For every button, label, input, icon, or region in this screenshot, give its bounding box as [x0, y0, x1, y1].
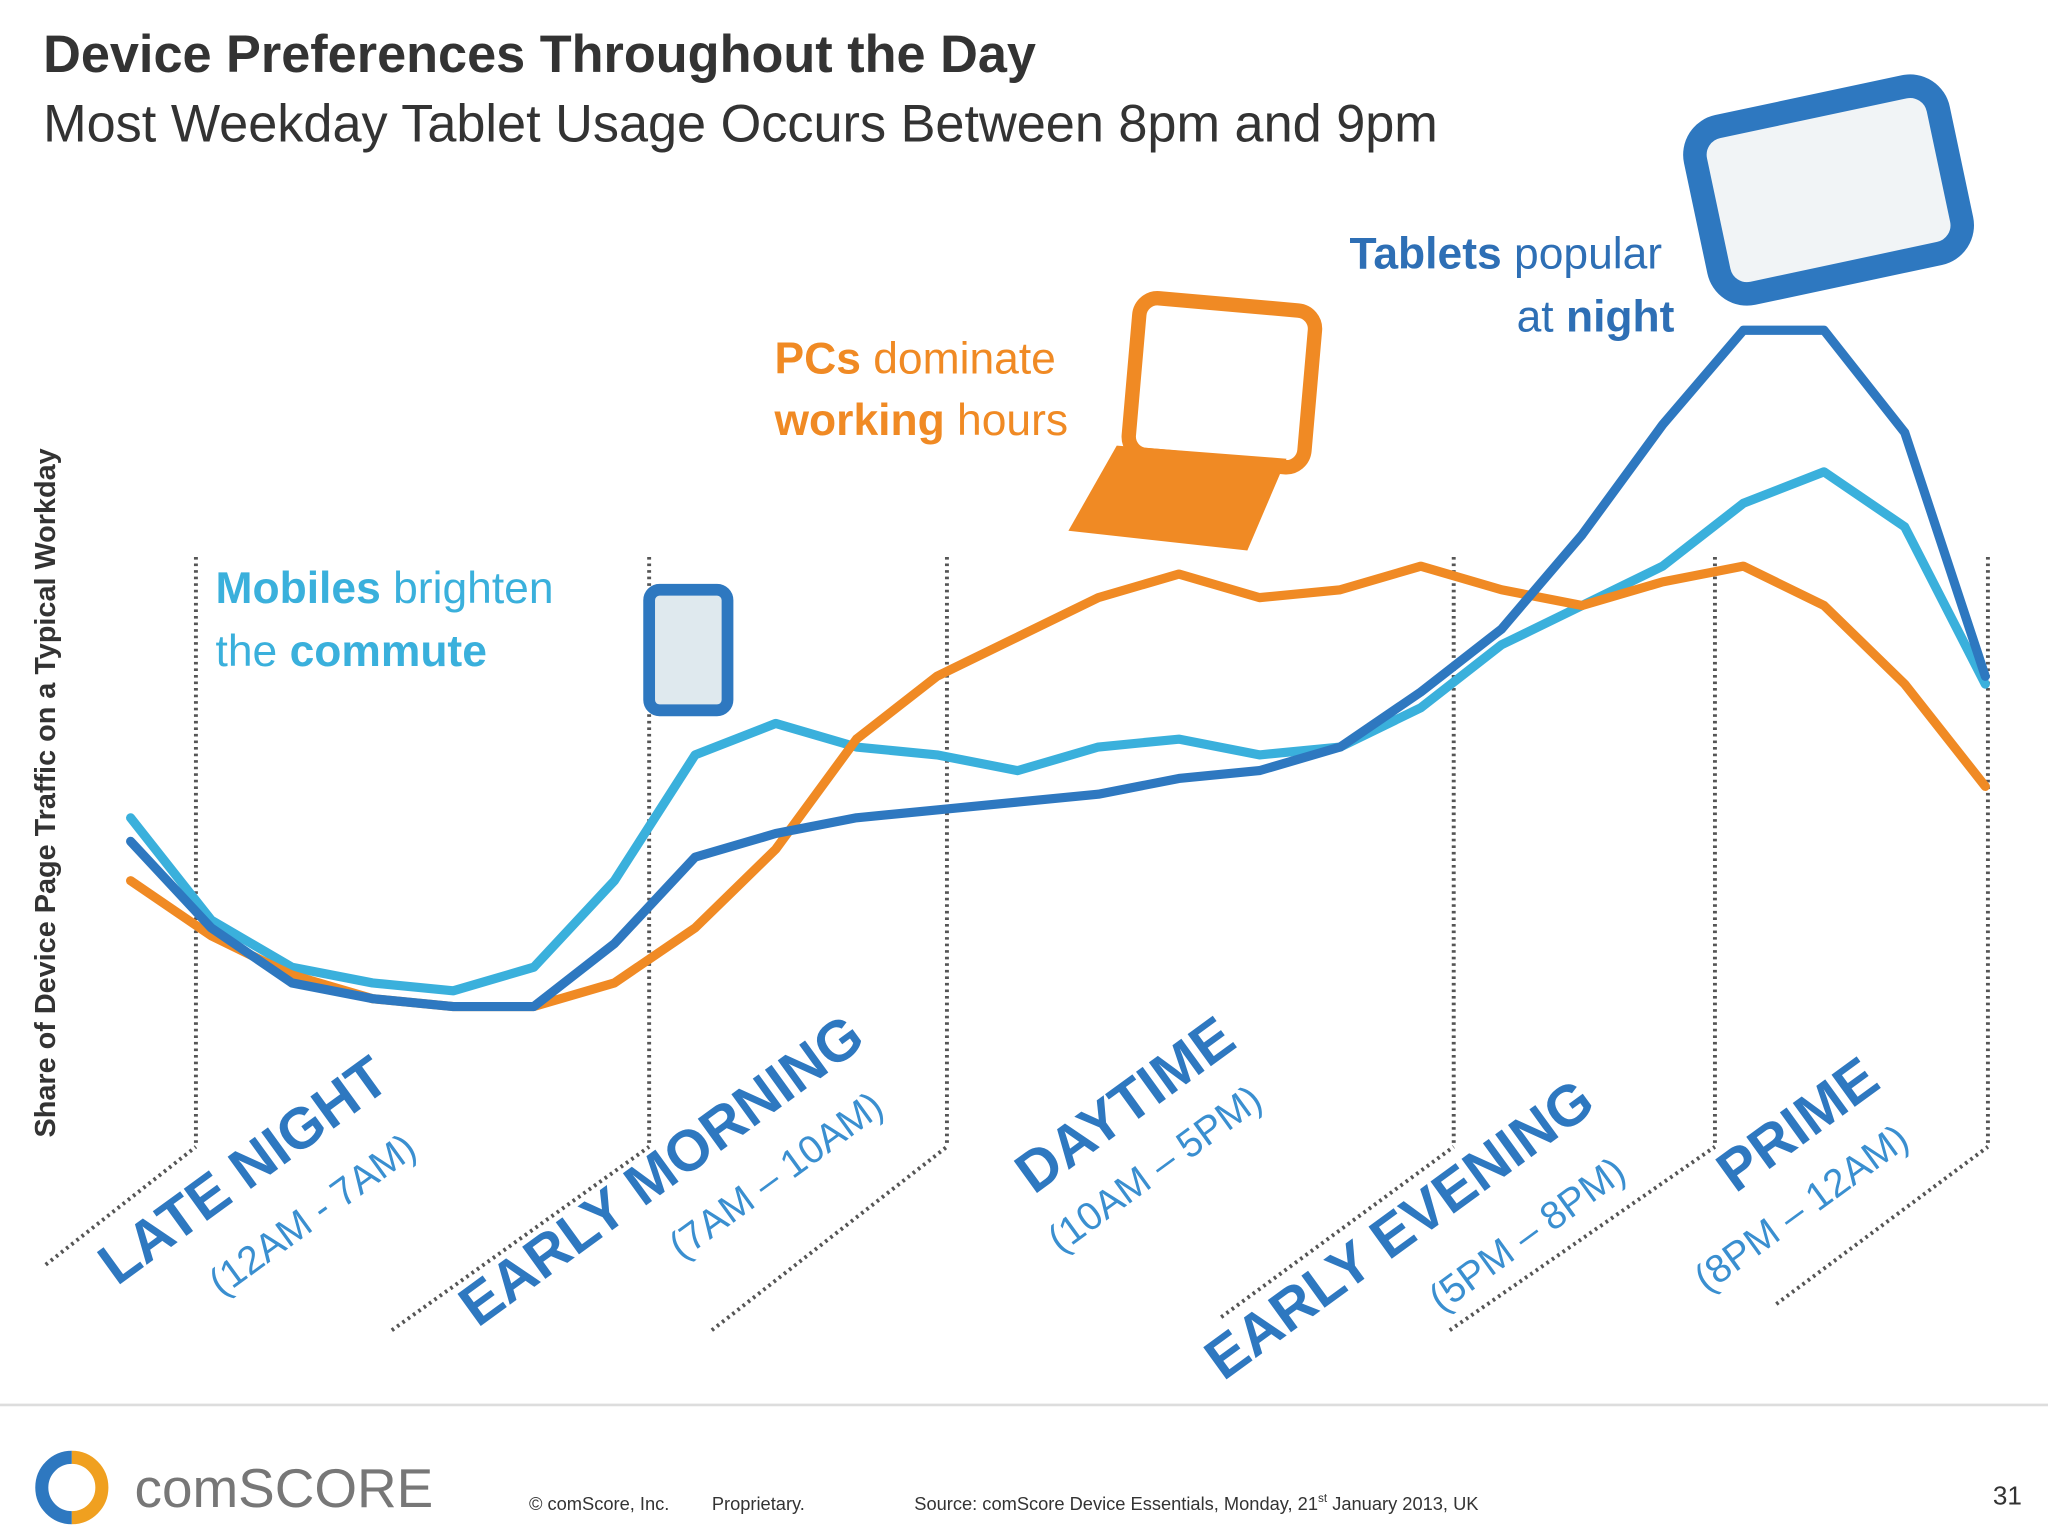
annotation-text: popular — [1502, 230, 1663, 279]
brand: comSCORE — [135, 1457, 434, 1519]
annotation-text: dominate — [861, 334, 1056, 383]
annotation-text: Tablets — [1350, 230, 1502, 279]
annotation-text: the — [216, 627, 290, 676]
plot — [126, 325, 1990, 1012]
proprietary: Proprietary. — [712, 1493, 805, 1514]
annotation-mobiles: Mobiles brighten the commute — [216, 564, 566, 676]
annotation-tablets: Tablets popular at night — [1350, 230, 1675, 342]
source: Source: comScore Device Essentials, Mond… — [914, 1492, 1478, 1514]
annotation-text: commute — [290, 627, 487, 676]
period-labels: LATE NIGHT(12AM - 7AM) EARLY MORNING(7AM … — [87, 1003, 1916, 1392]
annotation-text: brighten — [381, 564, 554, 613]
divider — [710, 1145, 949, 1332]
mobile-icon — [643, 583, 734, 717]
logo — [35, 1450, 109, 1525]
divider — [1220, 1145, 1455, 1319]
series-line — [126, 467, 1990, 996]
divider — [1775, 1145, 1990, 1306]
annotation-text: working — [774, 396, 945, 445]
divider — [1448, 1145, 1717, 1332]
annotation-text: night — [1566, 293, 1675, 342]
series-line — [126, 325, 1990, 1012]
divider — [44, 1145, 198, 1267]
subtitle: Most Weekday Tablet Usage Occurs Between… — [43, 95, 1438, 153]
source-text: January 2013, UK — [1327, 1493, 1478, 1514]
tablet-icon — [1683, 74, 1975, 306]
page-number: 31 — [1993, 1481, 2022, 1511]
copyright: © comScore, Inc. — [529, 1493, 669, 1514]
divider — [390, 1145, 651, 1332]
source-text: Source: comScore Device Essentials, Mond… — [914, 1493, 1318, 1514]
title: Device Preferences Throughout the Day — [43, 26, 1036, 84]
annotation-text: at — [1517, 293, 1566, 342]
annotation-pcs: PCs dominate working hours — [774, 334, 1069, 445]
y-axis-label: Share of Device Page Traffic on a Typica… — [30, 448, 62, 1137]
annotation-text: hours — [945, 396, 1068, 445]
laptop-icon — [1068, 291, 1323, 551]
annotation-text: Mobiles — [216, 564, 381, 613]
source-text: st — [1318, 1492, 1328, 1505]
annotation-text: PCs — [775, 334, 861, 383]
